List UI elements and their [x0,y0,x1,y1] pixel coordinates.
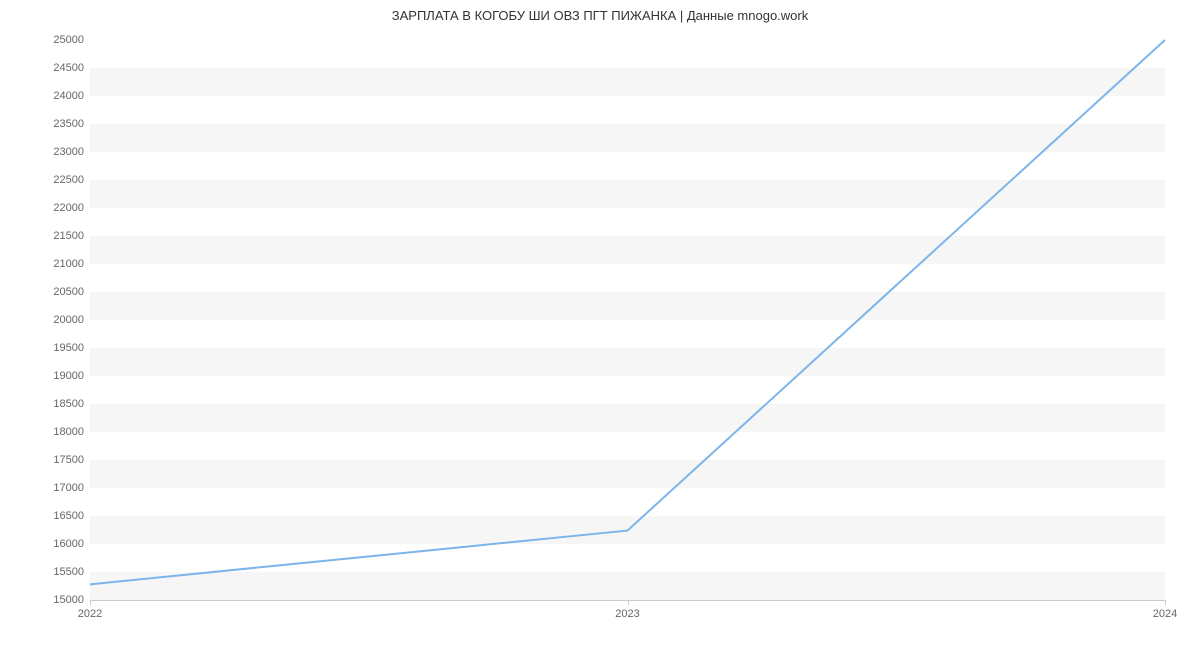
x-tick-mark [1165,600,1166,605]
y-tick-label: 24500 [53,62,84,74]
x-tick-label: 2022 [78,608,102,620]
y-tick-label: 25000 [53,34,84,46]
y-tick-label: 19000 [53,370,84,382]
y-tick-label: 24000 [53,90,84,102]
y-tick-label: 20500 [53,286,84,298]
line-series [90,40,1165,600]
y-tick-label: 15000 [53,594,84,606]
y-tick-label: 17500 [53,454,84,466]
y-tick-label: 21000 [53,258,84,270]
chart-title: ЗАРПЛАТА В КОГОБУ ШИ ОВЗ ПГТ ПИЖАНКА | Д… [0,0,1200,23]
plot-area: 1500015500160001650017000175001800018500… [90,40,1165,600]
y-tick-label: 19500 [53,342,84,354]
x-tick-mark [90,600,91,605]
y-tick-label: 21500 [53,230,84,242]
y-tick-label: 23500 [53,118,84,130]
x-tick-label: 2024 [1153,608,1177,620]
y-tick-label: 22500 [53,174,84,186]
y-tick-label: 22000 [53,202,84,214]
y-tick-label: 17000 [53,482,84,494]
y-tick-label: 16500 [53,510,84,522]
y-tick-label: 16000 [53,538,84,550]
salary-line-chart: ЗАРПЛАТА В КОГОБУ ШИ ОВЗ ПГТ ПИЖАНКА | Д… [0,0,1200,650]
x-tick-mark [628,600,629,605]
y-tick-label: 20000 [53,314,84,326]
y-tick-label: 23000 [53,146,84,158]
x-tick-label: 2023 [615,608,639,620]
salary-line [90,40,1165,584]
y-tick-label: 18000 [53,426,84,438]
y-tick-label: 15500 [53,566,84,578]
y-tick-label: 18500 [53,398,84,410]
